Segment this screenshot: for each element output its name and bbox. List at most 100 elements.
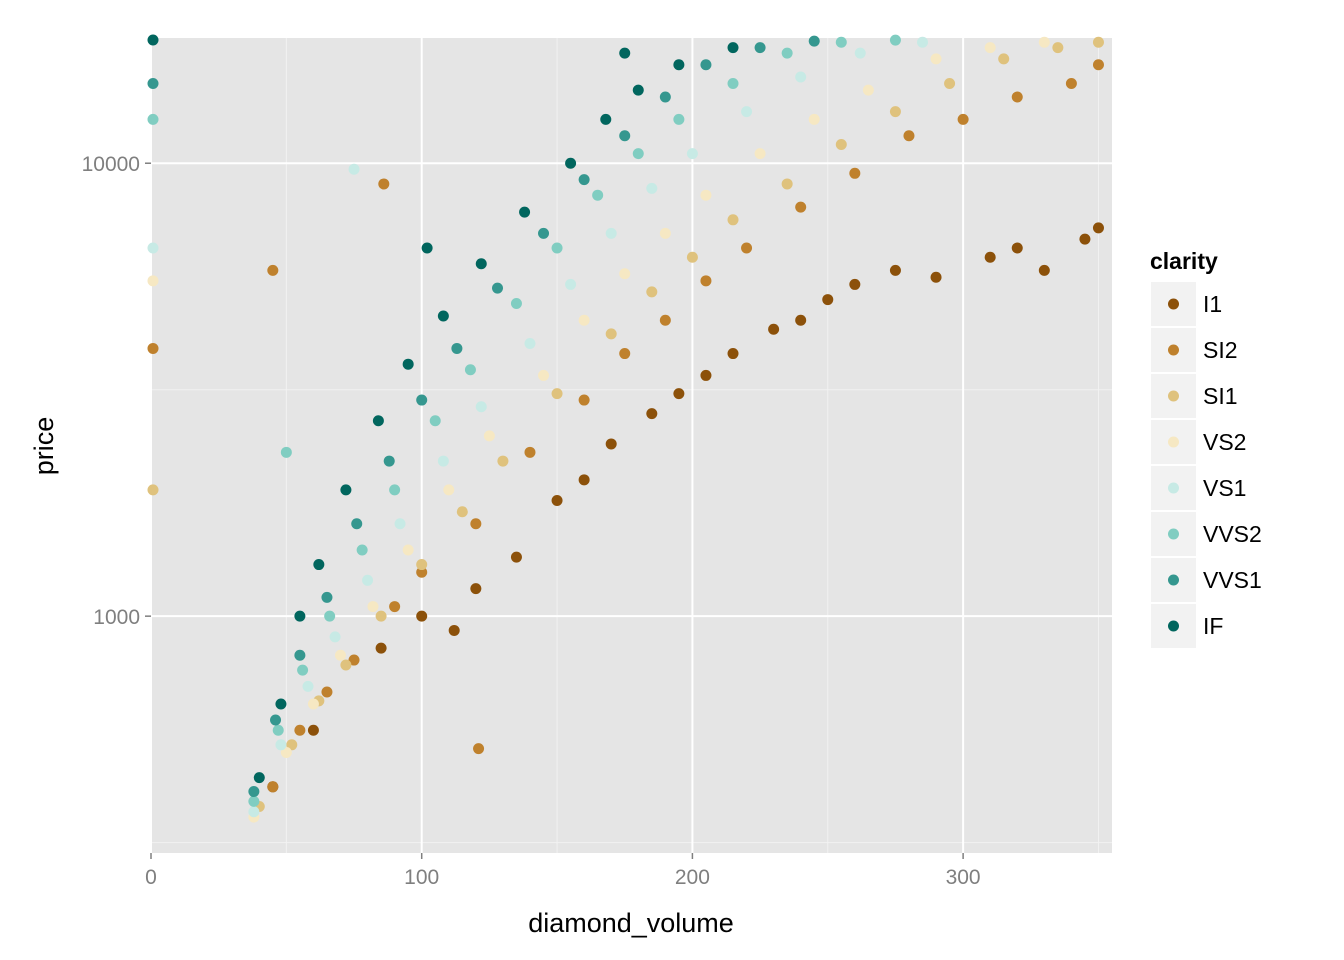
- data-point: [605, 328, 617, 340]
- data-point: [1052, 42, 1064, 54]
- data-point: [416, 566, 428, 578]
- data-point: [565, 157, 577, 169]
- legend-swatch: [1168, 298, 1179, 310]
- data-point: [267, 264, 279, 276]
- x-tick-label: 100: [404, 866, 439, 889]
- data-point: [619, 348, 631, 360]
- data-point: [402, 358, 414, 370]
- data-point: [367, 601, 379, 613]
- data-point: [147, 242, 159, 254]
- data-point: [917, 36, 929, 48]
- data-point: [248, 806, 260, 818]
- data-point: [1038, 36, 1050, 48]
- data-point: [551, 388, 563, 400]
- data-point: [1065, 77, 1077, 89]
- data-point: [1092, 59, 1104, 71]
- series-vs1: [147, 36, 929, 818]
- legend-swatch: [1168, 436, 1179, 448]
- data-point: [416, 559, 428, 571]
- data-point: [416, 394, 428, 406]
- data-point: [727, 214, 739, 226]
- data-point: [321, 686, 333, 698]
- data-point: [321, 591, 333, 603]
- data-point: [835, 36, 847, 48]
- x-tick-label: 300: [946, 866, 981, 889]
- legend-label: VVS1: [1203, 567, 1262, 593]
- data-point: [402, 544, 414, 556]
- data-point: [307, 724, 319, 736]
- series-si1: [147, 36, 1104, 812]
- legend-label: VS2: [1203, 429, 1246, 455]
- data-point: [944, 77, 956, 89]
- data-point: [437, 455, 449, 467]
- series-vvs2: [147, 34, 901, 807]
- x-tick-label: 200: [675, 866, 710, 889]
- legend-swatch: [1168, 574, 1179, 586]
- data-point: [605, 227, 617, 239]
- data-point: [275, 739, 287, 751]
- data-point: [267, 781, 279, 793]
- legend-label: SI2: [1203, 337, 1238, 363]
- data-point: [889, 264, 901, 276]
- legend-entry-si2: SI2: [1151, 328, 1238, 372]
- data-point: [565, 278, 577, 290]
- data-point: [147, 342, 159, 354]
- data-point: [889, 106, 901, 118]
- data-point: [903, 130, 915, 142]
- data-point: [930, 53, 942, 65]
- data-point: [492, 282, 504, 294]
- data-point: [356, 544, 368, 556]
- data-point: [334, 649, 346, 661]
- data-point: [930, 271, 942, 283]
- data-point: [340, 659, 352, 671]
- data-point: [957, 113, 969, 125]
- data-point: [808, 35, 820, 47]
- data-point: [754, 148, 766, 160]
- legend-swatch: [1168, 620, 1179, 632]
- data-point: [795, 71, 807, 83]
- data-point: [998, 53, 1010, 65]
- legend-label: VVS2: [1203, 521, 1262, 547]
- data-point: [372, 415, 384, 427]
- data-point: [272, 724, 284, 736]
- data-point: [1079, 233, 1091, 245]
- data-point: [686, 148, 698, 160]
- data-point: [632, 148, 644, 160]
- legend-entry-vvs1: VVS1: [1151, 558, 1262, 602]
- data-point: [600, 113, 612, 125]
- data-point: [280, 747, 292, 759]
- y-tick-label: 10000: [82, 153, 140, 176]
- legend-label: VS1: [1203, 475, 1246, 501]
- data-point: [659, 227, 671, 239]
- data-point: [822, 294, 834, 306]
- data-point: [378, 178, 390, 190]
- data-point: [578, 394, 590, 406]
- data-point: [808, 113, 820, 125]
- data-point: [889, 34, 901, 46]
- data-point: [475, 258, 487, 270]
- y-axis: 1000 10000: [82, 153, 151, 629]
- x-axis: 0 100 200 300: [145, 853, 981, 889]
- data-point: [483, 430, 495, 442]
- series-i1: [267, 222, 1104, 793]
- data-point: [375, 610, 387, 622]
- data-point: [348, 654, 360, 666]
- data-point: [862, 84, 874, 96]
- data-point: [673, 59, 685, 71]
- data-point: [519, 206, 531, 218]
- data-point: [727, 77, 739, 89]
- legend-entry-vs2: VS2: [1151, 420, 1246, 464]
- data-point: [646, 408, 658, 420]
- data-point: [248, 795, 260, 807]
- data-point: [147, 34, 159, 46]
- data-point: [849, 167, 861, 179]
- data-point: [727, 42, 739, 54]
- data-point: [340, 484, 352, 496]
- data-point: [984, 251, 996, 263]
- data-point: [673, 388, 685, 400]
- data-point: [456, 506, 468, 518]
- x-axis-title: diamond_volume: [528, 908, 734, 938]
- data-point: [448, 624, 460, 636]
- data-point: [464, 364, 476, 376]
- data-point: [351, 518, 363, 530]
